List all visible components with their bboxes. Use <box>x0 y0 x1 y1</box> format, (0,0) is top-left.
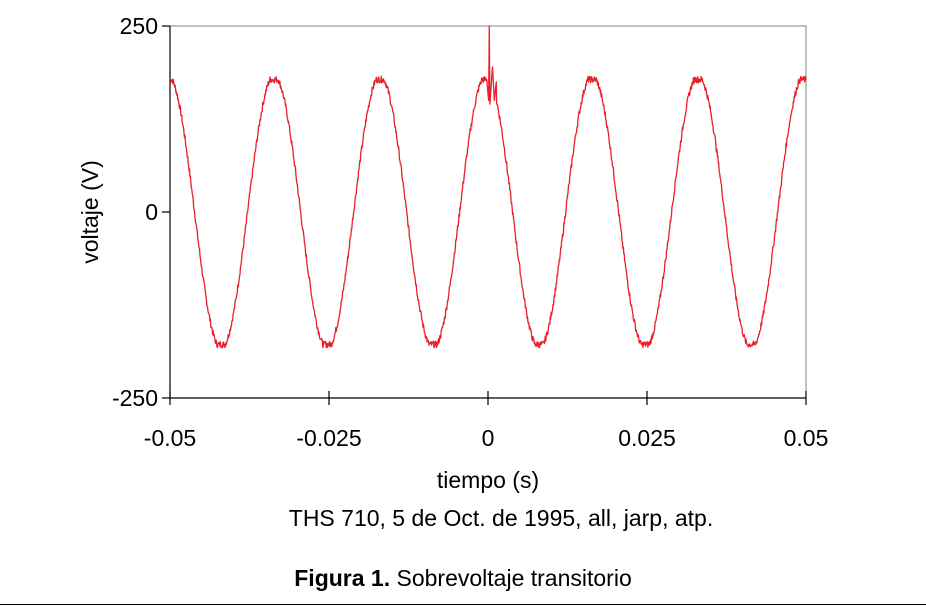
x-tick-label: 0.05 <box>784 425 829 451</box>
x-tick-label: 0.025 <box>618 425 676 451</box>
voltage-chart: -0.05 -0.025 0 0.025 0.05 -250 0 250 tiempo (s)… <box>77 13 828 493</box>
x-tick-label: -0.05 <box>144 425 196 451</box>
axis-ticks <box>162 25 807 405</box>
y-tick-label: 250 <box>120 13 158 39</box>
figure-label: Figura 1. <box>294 565 391 591</box>
axis-tick-labels: -0.05 -0.025 0 0.025 0.05 -250 0 250 <box>112 13 828 451</box>
figure-caption: Figura 1. Sobrevoltaje transitorio <box>0 565 926 592</box>
source-note: THS 710, 5 de Oct. de 1995, all, jarp, a… <box>288 505 714 531</box>
figure-title: Sobrevoltaje transitorio <box>396 565 632 591</box>
series-line-voltage <box>169 25 807 349</box>
plot-frame <box>169 25 807 399</box>
x-tick-label: 0 <box>482 425 495 451</box>
bottom-rule <box>0 604 926 605</box>
y-tick-label: -250 <box>112 385 158 411</box>
x-tick-label: -0.025 <box>296 425 361 451</box>
y-axis-title: voltaje (V) <box>77 160 103 264</box>
y-tick-label: 0 <box>145 199 158 225</box>
x-axis-title: tiempo (s) <box>437 467 539 493</box>
